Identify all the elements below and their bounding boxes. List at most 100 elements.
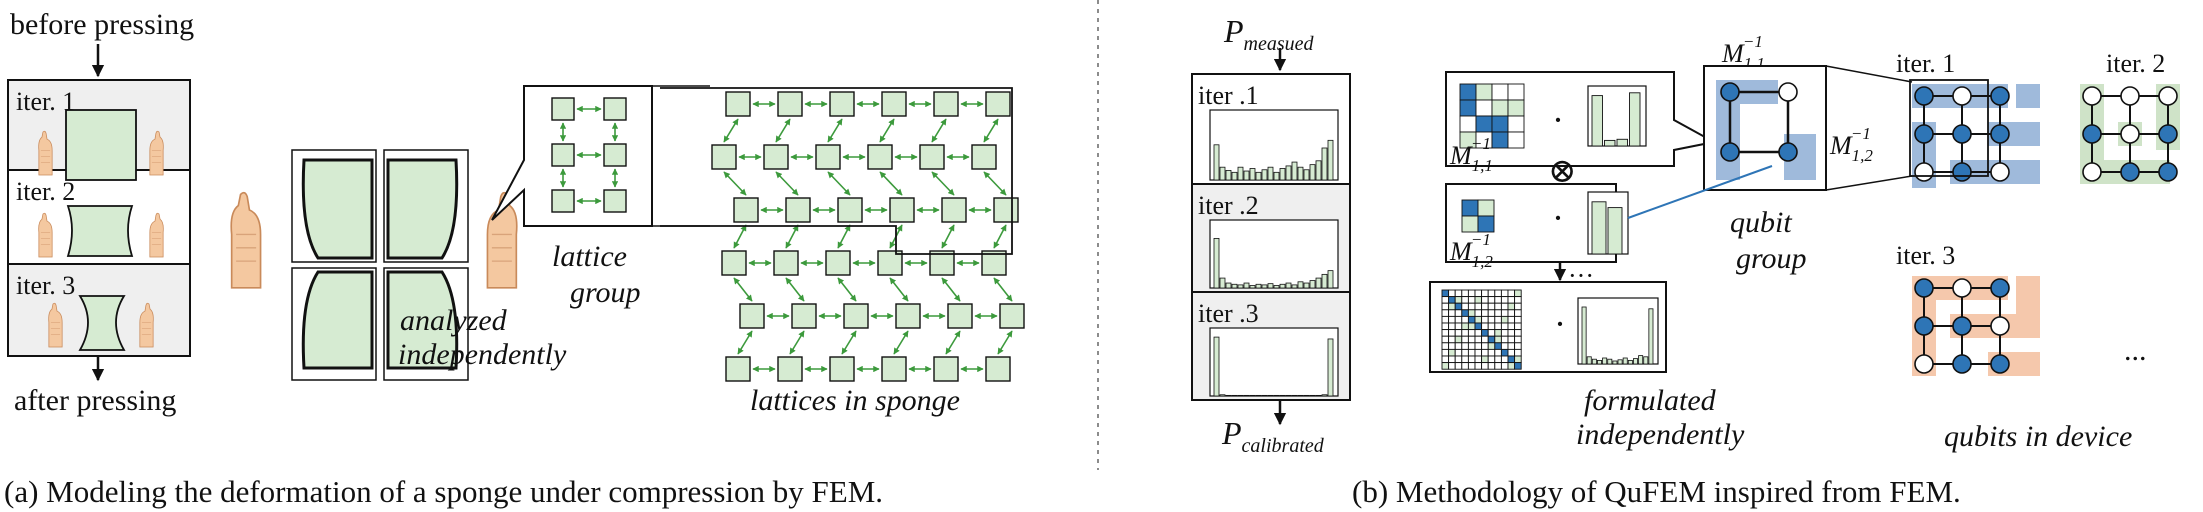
histogram-iter-2 [1209, 219, 1339, 289]
matrix-cell [1514, 362, 1522, 370]
qubit [2082, 162, 2102, 182]
histogram-iter-3 [1209, 327, 1339, 397]
matrix-cell [1507, 362, 1516, 370]
histogram-bar [1285, 165, 1292, 181]
matrix-cell [1507, 289, 1516, 298]
lattice-link [993, 277, 1013, 302]
lattice-cell [825, 250, 851, 276]
lattice-cell [721, 250, 747, 276]
lattice-cell [985, 91, 1011, 117]
sponge-iter-3 [78, 295, 126, 351]
matrix-cell [1487, 342, 1496, 350]
histogram-bar [1617, 359, 1623, 365]
matrix-cell [1487, 362, 1496, 370]
matrix-cell [1467, 342, 1476, 350]
lattice-cell [733, 197, 759, 223]
lattice-link [775, 118, 791, 143]
matrix-cell [1448, 335, 1456, 344]
matrix-cell [1448, 355, 1456, 364]
matrix-cell [1467, 335, 1476, 344]
qubit [2158, 162, 2178, 182]
lattice-cell [933, 356, 959, 382]
matrix-cell [1454, 348, 1463, 357]
matrix-cell [1474, 302, 1483, 311]
matrix-cell [1454, 296, 1463, 304]
matrix-cell [1500, 342, 1509, 350]
matrix-cell [1461, 302, 1469, 311]
matrix-cell [1481, 322, 1489, 331]
matrix-cell [1481, 315, 1489, 324]
matrix-cell [1467, 302, 1476, 311]
qubit [1952, 86, 1972, 106]
matrix-cell [1474, 348, 1483, 357]
lattice-label-2: group [570, 276, 641, 309]
lattice-cell [763, 144, 789, 170]
histogram-bar [1315, 160, 1322, 181]
qubit [2158, 124, 2178, 144]
device-ellipsis: ... [2124, 334, 2147, 367]
matrix-cell [1454, 289, 1463, 298]
histogram-bar [1309, 394, 1316, 397]
matrix-cell [1454, 335, 1463, 344]
matrix-cell [1481, 342, 1489, 350]
histogram-bar [1237, 394, 1244, 397]
matrix-cell [1448, 289, 1456, 298]
histogram-frame [1577, 297, 1659, 365]
matrix-cell [1441, 302, 1450, 311]
matrix-cell [1500, 355, 1509, 364]
lattice-cell [773, 250, 799, 276]
lattice-cell [985, 356, 1011, 382]
histogram-bar [1285, 394, 1292, 397]
histogram-bar [1231, 171, 1238, 181]
caption-b: (b) Methodology of QuFEM inspired from F… [1352, 474, 1961, 509]
matrix-cell [1494, 348, 1502, 357]
histogram-bar [1303, 169, 1310, 181]
matrix-cell [1461, 309, 1469, 317]
matrix-cell [1454, 322, 1463, 331]
histogram-bar [1291, 161, 1298, 181]
matrix-cell [1441, 296, 1450, 304]
matrix-cell [1487, 335, 1496, 344]
histogram-bar [1255, 394, 1262, 397]
qubit [1914, 354, 1934, 374]
matrix-cell [1474, 355, 1483, 364]
matrix-cell [1441, 342, 1450, 350]
panel-b: Pmeasued iter .1 iter .2 iter .3 Pcalibr… [1191, 13, 2180, 509]
histogram-bar [1321, 273, 1328, 289]
histogram-bar [1622, 357, 1628, 365]
lattice-link [737, 330, 753, 355]
formulated-label-2: independently [1576, 418, 1745, 451]
histogram-bar [1303, 394, 1310, 397]
qubit-link-line [1627, 165, 1773, 219]
histogram-bar [1612, 360, 1618, 365]
matrix-cell [1481, 329, 1489, 337]
lattice-cell [947, 303, 973, 329]
matrix-cell [1500, 362, 1509, 370]
qubit [1952, 124, 1972, 144]
m12-label: M1,2−1 [1449, 230, 1493, 271]
lattice-group [551, 97, 627, 213]
matrix-cell [1494, 342, 1502, 350]
histogram-bar [1597, 359, 1602, 365]
histogram-bar [1633, 358, 1638, 365]
histogram-bar [1297, 394, 1304, 397]
lattice-link [941, 224, 955, 249]
lattice-link [775, 171, 799, 196]
matrix-cell [1514, 322, 1522, 331]
matrix-cell [1494, 322, 1502, 331]
matrix-cell [1448, 348, 1456, 357]
histogram-bar [1602, 357, 1608, 365]
bar [1591, 201, 1607, 255]
qubit [1914, 86, 1934, 106]
lattice-link [837, 224, 851, 249]
histogram-bar [1638, 355, 1644, 365]
histogram-bar [1261, 284, 1268, 289]
lattice-link [789, 330, 805, 355]
matrix-cell [1491, 115, 1509, 133]
m12-zoom-label: M1,2−1 [1829, 124, 1873, 165]
histogram-frame [1209, 219, 1339, 289]
qubit [1778, 82, 1798, 102]
matrix-cell [1461, 322, 1469, 331]
iter-2-label: iter. 2 [16, 177, 75, 206]
